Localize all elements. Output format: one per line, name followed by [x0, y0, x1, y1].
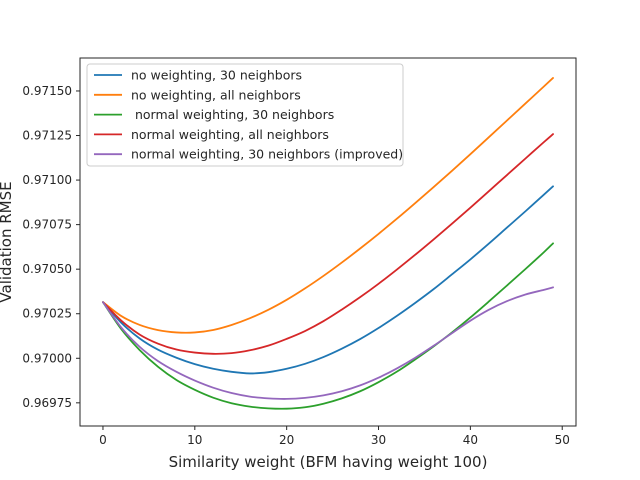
x-tick-label: 0	[99, 433, 107, 447]
x-tick-label: 20	[279, 433, 294, 447]
x-tick-label: 50	[555, 433, 570, 447]
y-tick-label: 0.97000	[22, 351, 72, 365]
y-tick-label: 0.97100	[22, 173, 72, 187]
y-tick-label: 0.97050	[22, 262, 72, 276]
legend-label-1: no weighting, 30 neighbors	[131, 68, 302, 83]
x-axis-ticks: 0 10 20 30 40 50	[99, 426, 570, 447]
x-axis-label: Similarity weight (BFM having weight 100…	[169, 453, 488, 471]
y-tick-label: 0.96975	[22, 396, 72, 410]
y-tick-label: 0.97150	[22, 84, 72, 98]
legend-box	[86, 63, 404, 167]
series-lines	[102, 77, 554, 410]
x-tick-label: 30	[371, 433, 386, 447]
legend-label-4: normal weighting, all neighbors	[131, 127, 329, 142]
legend: no weighting, 30 neighbors no weighting, …	[86, 63, 404, 167]
series-line-5	[102, 286, 554, 400]
y-axis-label: Validation RMSE	[0, 181, 15, 302]
legend-label-3: normal weighting, 30 neighbors	[131, 107, 334, 122]
y-tick-label: 0.97025	[22, 307, 72, 321]
x-tick-label: 10	[187, 433, 202, 447]
y-tick-label: 0.97075	[22, 218, 72, 232]
x-tick-label: 40	[463, 433, 478, 447]
series-line-4	[102, 133, 554, 355]
plot-area-frame	[79, 57, 577, 427]
series-line-3	[102, 242, 554, 410]
legend-label-2: no weighting, all neighbors	[131, 87, 301, 102]
y-axis-ticks: 0.96975 0.97000 0.97025 0.97050 0.97075 0.971…	[22, 84, 80, 410]
legend-label-5: normal weighting, 30 neighbors (improved…	[131, 147, 403, 162]
y-tick-label: 0.97125	[22, 129, 72, 143]
series-line-2	[102, 77, 554, 334]
series-line-1	[102, 185, 554, 375]
